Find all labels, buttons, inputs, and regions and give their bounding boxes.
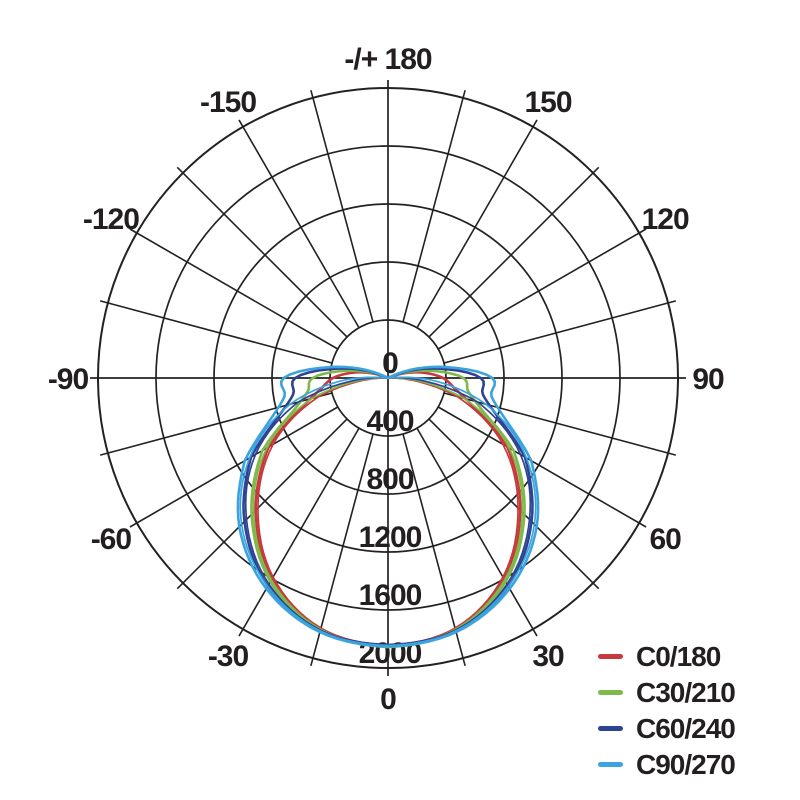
grid-ray-300 (129, 406, 339, 528)
legend-swatch-c30-210 (598, 690, 623, 695)
radial-label-1200: 1200 (359, 521, 422, 554)
legend-swatch-c0-180 (598, 654, 623, 659)
grid-ray-285 (99, 392, 333, 456)
grid-ray-135 (428, 166, 600, 338)
grid-ray-195 (310, 89, 374, 323)
grid-ray-150 (416, 119, 538, 329)
grid-ray-60 (437, 406, 647, 528)
legend-label-c30-210: C30/210 (636, 676, 736, 708)
angle-label--120: -120 (83, 203, 139, 236)
angle-label-180: -/+ 180 (344, 43, 432, 76)
legend-item-c0-180: C0/180 (598, 640, 735, 672)
angle-label--60: -60 (91, 523, 132, 556)
grid-ray-15 (402, 433, 466, 667)
grid-ray-165 (402, 89, 466, 323)
radial-label-800: 800 (366, 463, 413, 496)
angle-label-150: 150 (524, 86, 571, 119)
legend: C0/180 C30/210 C60/240 C90/270 (598, 640, 736, 780)
grid-ray-45 (428, 418, 600, 590)
grid-ray-75 (443, 392, 677, 456)
legend-swatch-c60-240 (598, 726, 623, 731)
angle-label-120: 120 (642, 203, 689, 236)
angle-label-90: 90 (692, 363, 724, 396)
angle-label-30: 30 (532, 640, 564, 673)
grid-ray-30 (416, 427, 538, 637)
angle-label-60: 60 (649, 523, 681, 556)
legend-label-c60-240: C60/240 (636, 712, 736, 744)
grid-ray-315 (176, 418, 348, 590)
angle-label--90: -90 (48, 363, 89, 396)
grid-ray-345 (310, 433, 374, 667)
grid-ray-330 (238, 427, 360, 637)
angle-label--30: -30 (208, 640, 249, 673)
angle-label-0: 0 (380, 683, 396, 716)
grid-ray-240 (129, 228, 339, 350)
legend-item-c90-270: C90/270 (598, 748, 736, 780)
angle-label--150: -150 (200, 86, 256, 119)
grid-ray-225 (176, 166, 348, 338)
grid-ray-210 (238, 119, 360, 329)
legend-swatch-c90-270 (598, 762, 623, 767)
radial-label-0: 0 (382, 347, 398, 380)
grid-ray-120 (437, 228, 647, 350)
legend-item-c60-240: C60/240 (598, 712, 736, 744)
legend-label-c90-270: C90/270 (636, 748, 736, 780)
legend-item-c30-210: C30/210 (598, 676, 736, 708)
grid-ray-255 (99, 300, 333, 364)
radial-label-1600: 1600 (359, 579, 422, 612)
legend-label-c0-180: C0/180 (636, 640, 721, 672)
grid-ray-105 (443, 300, 677, 364)
radial-label-400: 400 (366, 405, 413, 438)
curve-c90-270 (236, 365, 540, 648)
